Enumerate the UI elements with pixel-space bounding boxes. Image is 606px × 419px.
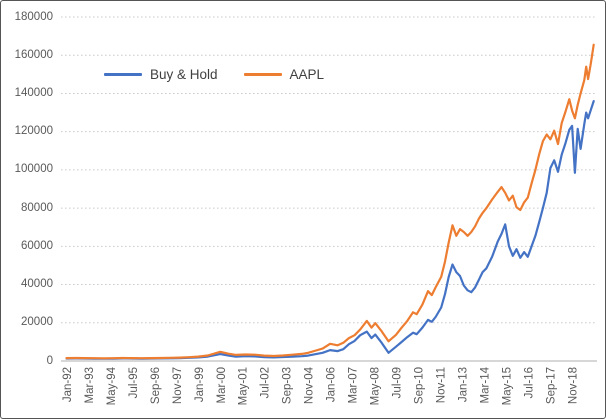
x-axis-tick-label: Nov-18 — [567, 367, 579, 404]
y-axis-tick-label: 100000 — [14, 163, 53, 176]
x-axis-tick-label: Jan-99 — [194, 367, 206, 402]
x-axis-tick-label: Jul-02 — [260, 367, 272, 398]
y-axis-tick-label: 80000 — [21, 201, 53, 214]
x-axis-tick-label: Mar-14 — [479, 366, 491, 403]
y-axis-tick-label: 140000 — [14, 86, 53, 99]
y-axis-tick-label: 20000 — [21, 316, 53, 329]
x-axis-tick-label: Sep-96 — [150, 367, 162, 404]
y-axis-tick-label: 0 — [46, 354, 53, 367]
series-line-aapl — [65, 43, 595, 360]
x-axis-tick-label: Mar-00 — [216, 367, 228, 403]
series-line-buy-hold — [65, 99, 595, 360]
y-axis-tick-label: 120000 — [14, 125, 53, 138]
x-axis-tick-label: May-94 — [106, 366, 118, 405]
x-axis-tick-label: Jul-09 — [392, 367, 404, 398]
x-axis-tick-label: May-15 — [501, 367, 513, 405]
legend-label-buy-and-hold: Buy & Hold — [150, 66, 218, 82]
y-axis-tick-label: 180000 — [14, 10, 53, 23]
legend-line-swatch-orange — [243, 72, 282, 76]
y-axis-tick-label: 60000 — [21, 239, 53, 252]
legend-line-swatch-blue — [104, 72, 142, 76]
x-axis-tick-label: May-08 — [370, 367, 382, 405]
x-axis-tick-label: Jul-16 — [523, 367, 535, 398]
x-axis-tick-label: Sep-03 — [282, 367, 294, 404]
x-axis-tick-label: Jan-13 — [457, 367, 469, 402]
x-axis-tick-label: Jan-06 — [326, 367, 338, 402]
x-axis-tick-label: Sep-10 — [413, 367, 425, 404]
x-axis-tick-label: Jul-95 — [128, 367, 140, 398]
y-axis-tick-label: 160000 — [14, 48, 53, 61]
x-axis-tick-label: Mar-07 — [348, 367, 360, 403]
legend-item-buy-and-hold: Buy & Hold — [104, 67, 218, 82]
x-axis-tick-label: Mar-93 — [84, 367, 96, 403]
x-axis-tick-label: Sep-17 — [545, 367, 557, 404]
x-axis-tick-label: Nov-04 — [304, 366, 316, 404]
x-axis-tick-label: Nov-97 — [172, 367, 184, 404]
chart-legend: Buy & Hold AAPL — [104, 64, 324, 84]
legend-label-aapl: AAPL — [289, 66, 325, 82]
x-axis-tick-label: May-01 — [238, 367, 250, 405]
y-axis-tick-label: 40000 — [21, 278, 53, 291]
legend-item-aapl: AAPL — [243, 66, 325, 82]
x-axis-tick-label: Jan-92 — [62, 367, 74, 402]
x-axis-tick-label: Nov-11 — [435, 367, 447, 403]
